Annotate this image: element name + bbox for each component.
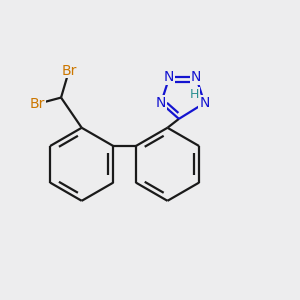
Text: Br: Br: [29, 97, 45, 111]
Text: N: N: [191, 70, 201, 85]
Text: N: N: [199, 96, 210, 110]
Text: H: H: [190, 88, 199, 101]
Text: N: N: [164, 70, 175, 85]
Text: Br: Br: [61, 64, 77, 78]
Text: N: N: [156, 96, 166, 110]
